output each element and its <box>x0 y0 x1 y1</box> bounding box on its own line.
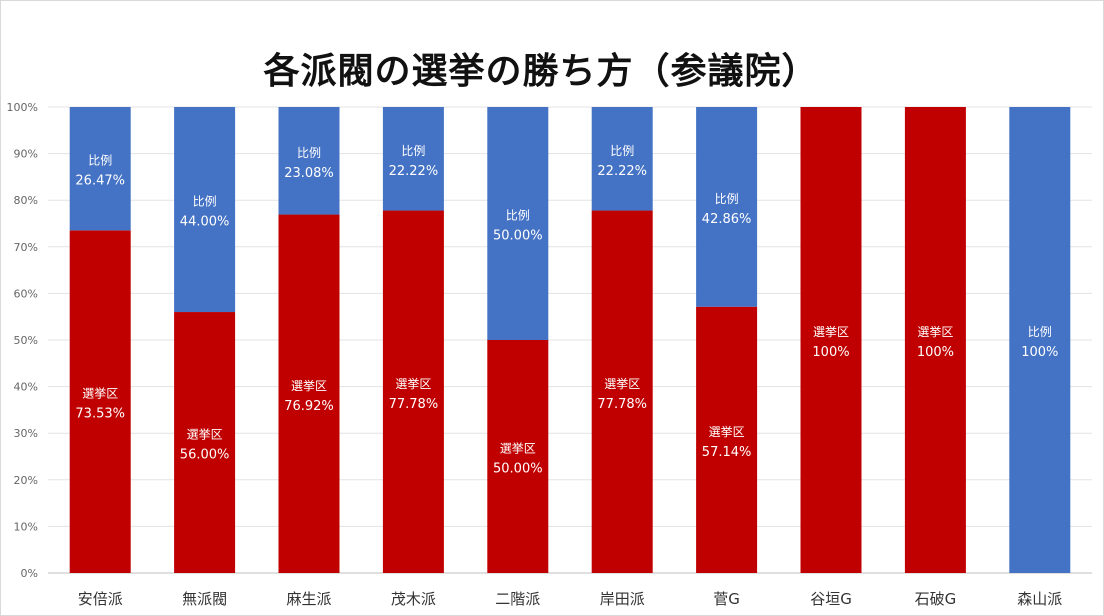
bar-segment-hirei <box>696 107 758 307</box>
data-label-series: 比例 <box>297 146 321 160</box>
bar-segment-senkyoku <box>487 340 549 573</box>
data-label-value: 77.78% <box>597 397 647 412</box>
x-category-label: 茂木派 <box>391 590 436 608</box>
data-label-value: 22.22% <box>597 164 647 179</box>
bar-segment-senkyoku <box>278 214 340 573</box>
y-tick-label: 0% <box>21 567 38 580</box>
data-label-value: 57.14% <box>702 445 752 460</box>
y-tick-label: 20% <box>14 474 38 487</box>
data-label-series: 選挙区 <box>709 425 745 439</box>
data-label-value: 56.00% <box>180 448 230 463</box>
bar-segment-senkyoku <box>591 210 653 573</box>
bar-segment-senkyoku <box>696 306 758 573</box>
y-tick-label: 80% <box>14 194 38 207</box>
data-label-series: 比例 <box>193 195 217 209</box>
bar-segment-hirei <box>1009 107 1071 573</box>
data-label-value: 100% <box>1021 345 1058 360</box>
data-label-value: 23.08% <box>284 166 334 181</box>
bar-segment-hirei <box>69 107 131 231</box>
y-tick-label: 10% <box>14 520 38 533</box>
data-label-value: 26.47% <box>75 174 125 189</box>
bar-segment-senkyoku <box>800 107 862 573</box>
bar-segment-senkyoku <box>382 210 444 573</box>
y-tick-label: 60% <box>14 287 38 300</box>
data-label-value: 100% <box>917 345 954 360</box>
data-label-series: 選挙区 <box>291 379 327 393</box>
data-label-series: 選挙区 <box>813 325 849 339</box>
y-tick-label: 30% <box>14 427 38 440</box>
data-label-series: 比例 <box>401 144 425 158</box>
data-label-value: 22.22% <box>389 164 439 179</box>
x-category-label: 岸田派 <box>600 590 645 608</box>
bar-segment-hirei <box>591 107 653 211</box>
bar-segment-senkyoku <box>904 107 966 573</box>
x-category-label: 菅G <box>713 590 740 608</box>
bar-segment-senkyoku <box>174 312 236 573</box>
data-label-series: 選挙区 <box>187 428 223 442</box>
chart-title: 各派閥の選挙の勝ち方（参議院） <box>263 51 819 92</box>
y-tick-label: 100% <box>7 101 38 114</box>
data-label-series: 選挙区 <box>395 377 431 391</box>
data-label-value: 44.00% <box>180 215 230 230</box>
data-label-series: 選挙区 <box>917 325 953 339</box>
data-label-series: 比例 <box>506 209 530 223</box>
data-label-series: 比例 <box>715 192 739 206</box>
data-label-series: 選挙区 <box>604 377 640 391</box>
x-category-label: 森山派 <box>1017 590 1062 608</box>
x-category-label: 安倍派 <box>78 590 123 608</box>
x-category-label: 麻生派 <box>286 590 331 608</box>
data-label-value: 42.86% <box>702 212 752 227</box>
data-label-value: 76.92% <box>284 399 334 414</box>
data-label-value: 50.00% <box>493 462 543 477</box>
bar-segment-hirei <box>382 107 444 211</box>
data-label-value: 50.00% <box>493 229 543 244</box>
data-label-value: 77.78% <box>389 397 439 412</box>
y-tick-label: 50% <box>14 334 38 347</box>
bar-segment-hirei <box>278 107 340 215</box>
data-label-value: 100% <box>812 345 849 360</box>
y-tick-label: 40% <box>14 381 38 394</box>
x-category-label: 二階派 <box>495 590 540 608</box>
data-label-series: 比例 <box>1028 325 1052 339</box>
data-label-series: 選挙区 <box>82 387 118 401</box>
data-label-series: 比例 <box>88 154 112 168</box>
data-label-series: 比例 <box>610 144 634 158</box>
y-tick-label: 90% <box>14 148 38 161</box>
bar-segment-hirei <box>174 107 236 313</box>
x-category-label: 石破G <box>915 590 957 608</box>
data-label-series: 選挙区 <box>500 442 536 456</box>
bar-segment-senkyoku <box>69 230 131 573</box>
y-tick-label: 70% <box>14 241 38 254</box>
data-label-value: 73.53% <box>75 407 125 422</box>
x-category-label: 谷垣G <box>810 590 852 608</box>
bar-segment-hirei <box>487 107 549 340</box>
x-category-label: 無派閥 <box>182 590 227 608</box>
